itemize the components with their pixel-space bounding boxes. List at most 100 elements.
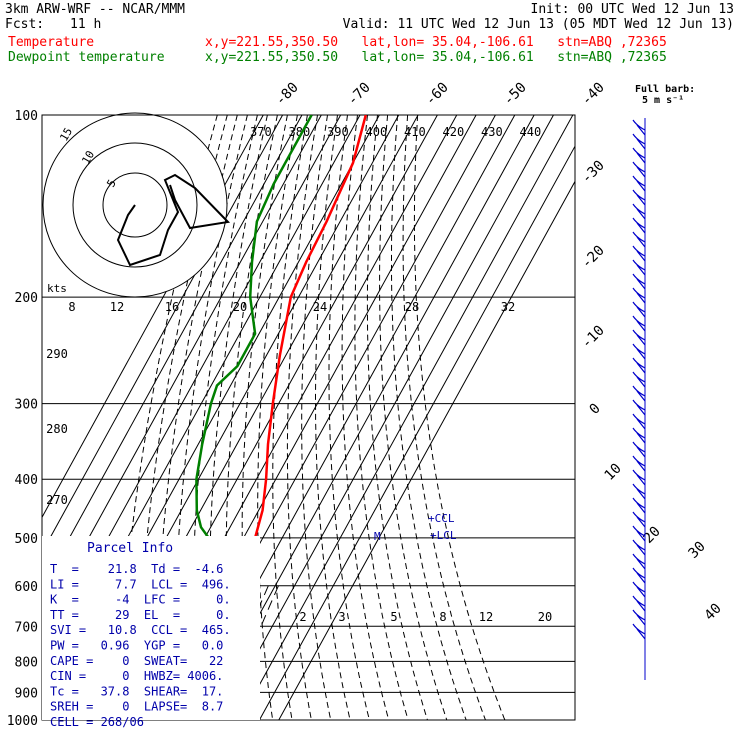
wind-barb xyxy=(632,175,646,192)
model-title: 3km ARW-WRF -- NCAR/MMM xyxy=(5,2,186,17)
wind-barb xyxy=(632,231,646,248)
wind-barb xyxy=(632,203,646,220)
dewpoint-info: x,y=221.55,350.50 lat,lon= 35.04,-106.61… xyxy=(205,50,667,65)
plot-frame xyxy=(41,114,576,721)
theta-label: 440 xyxy=(520,125,542,139)
temperature-axis-label: -30 xyxy=(579,158,608,187)
parcel-info-row: K = -4 LFC = 0. xyxy=(50,593,231,607)
ccl-marker: +CCL xyxy=(428,512,455,525)
parcel-info-title: Parcel Info xyxy=(87,541,173,556)
hodo-ring-middle xyxy=(72,142,198,268)
wind-barb xyxy=(632,441,646,458)
isotherm-line xyxy=(42,115,322,624)
temperature-legend: Temperature xyxy=(8,35,95,50)
dry-adiabat-line xyxy=(286,115,318,720)
hodograph-trace xyxy=(116,173,231,267)
temperature-axis-label: -70 xyxy=(345,80,374,109)
dry-adiabat-label: 270 xyxy=(46,493,68,507)
pressure-label: 700 xyxy=(15,620,38,635)
dry-adiabat-line xyxy=(366,115,429,720)
wind-barb xyxy=(632,483,646,500)
mixing-ratio-label: 3 xyxy=(338,610,345,624)
lcl-marker: +LCL xyxy=(430,529,457,542)
mixing-ratio-label: 8 xyxy=(68,300,75,314)
wind-barb xyxy=(632,595,646,612)
wind-barb xyxy=(632,371,646,388)
wind-barbs xyxy=(632,118,646,680)
wind-barb xyxy=(632,343,646,360)
m-marker: M xyxy=(374,530,381,543)
dry-adiabat-line xyxy=(413,115,506,720)
dry-adiabat-line xyxy=(272,115,308,720)
temperature-axis-label: 40 xyxy=(702,601,725,624)
isotherm-line xyxy=(239,115,574,720)
mixing-ratio-label: 24 xyxy=(313,300,327,314)
parcel-info-row: CELL = 268/06 xyxy=(50,715,144,729)
isotherm-line xyxy=(258,145,575,720)
wind-barb xyxy=(632,189,646,206)
dry-adiabat-line xyxy=(315,115,351,720)
wind-barb xyxy=(632,273,646,290)
mixing-ratio-label: 12 xyxy=(110,300,124,314)
parcel-info-row: CAPE = 0 SWEAT= 22 xyxy=(50,654,223,668)
mixing-ratio-label: 12 xyxy=(479,610,493,624)
wind-barb xyxy=(632,259,646,276)
dry-adiabat-label: 280 xyxy=(46,422,68,436)
temperature-axis-label: 30 xyxy=(686,539,709,562)
temperature-axis-label: -50 xyxy=(501,80,530,109)
wind-barb xyxy=(632,133,646,150)
init-time: Init: 00 UTC Wed 12 Jun 13 xyxy=(530,2,735,17)
isotherm-line xyxy=(220,115,554,720)
parcel-info-row: SVI = 10.8 CCL = 465. xyxy=(50,623,231,637)
theta-label: 420 xyxy=(443,125,465,139)
mixing-ratio-label: 16 xyxy=(165,300,179,314)
pressure-label: 900 xyxy=(15,686,38,701)
mixing-ratio-label: 28 xyxy=(405,300,419,314)
parcel-info-row: T = 21.8 Td = -4.6 xyxy=(50,562,223,576)
mixing-ratio-label: 5 xyxy=(390,610,397,624)
wind-barb xyxy=(632,161,646,178)
parcel-info-row: SREH = 0 LAPSE= 8.7 xyxy=(50,700,223,714)
wind-barb xyxy=(632,399,646,416)
wind-barb xyxy=(632,147,646,164)
temperature-info: x,y=221.55,350.50 lat,lon= 35.04,-106.61… xyxy=(205,35,667,50)
pressure-label: 800 xyxy=(15,655,38,670)
pressure-label: 1000 xyxy=(7,714,38,729)
wind-barb xyxy=(632,525,646,542)
parcel-info-row: LI = 7.7 LCL = 496. xyxy=(50,577,231,591)
forecast-label: Fcst: xyxy=(5,17,45,32)
pressure-label: 600 xyxy=(15,580,38,595)
mixing-ratio-label: 32 xyxy=(501,300,515,314)
hodo-ring-label-15: 15 xyxy=(57,126,75,144)
barb-legend-line1: Full barb: xyxy=(635,84,695,95)
wind-barb xyxy=(632,455,646,472)
mixing-ratio-label: 2 xyxy=(299,610,306,624)
wind-barb xyxy=(632,609,646,626)
wind-barb xyxy=(632,301,646,318)
wind-barb xyxy=(632,357,646,374)
theta-label: 430 xyxy=(481,125,503,139)
dry-adiabat-line xyxy=(391,115,467,720)
dry-adiabat-line xyxy=(379,115,448,720)
hodo-ring-label-10: 10 xyxy=(79,149,97,167)
dry-adiabat-line xyxy=(301,115,332,720)
wind-barb xyxy=(632,427,646,444)
temperature-axis-label: -40 xyxy=(579,80,608,109)
parcel-info-row: Tc = 37.8 SHEAR= 17. xyxy=(50,684,223,698)
temperature-axis-label: -80 xyxy=(273,80,302,109)
valid-time: Valid: 11 UTC Wed 12 Jun 13 (05 MDT Wed … xyxy=(342,17,734,32)
barb-legend-line2: 5 m s⁻¹ xyxy=(642,95,684,106)
dry-adiabat-line xyxy=(341,115,390,720)
theta-label: 400 xyxy=(366,125,388,139)
wind-barb xyxy=(632,329,646,346)
parcel-info-row: CIN = 0 HWBZ= 4006. xyxy=(50,669,223,683)
isotherm-line xyxy=(42,115,303,589)
wind-barb xyxy=(632,553,646,570)
isotherm-line xyxy=(278,180,575,720)
pressure-label: 200 xyxy=(15,291,38,306)
mixing-ratio-line xyxy=(220,585,279,720)
forecast-hour: 11 h xyxy=(70,17,102,32)
wind-barb xyxy=(632,413,646,430)
temperature-axis-label: -20 xyxy=(579,243,608,272)
pressure-label: 400 xyxy=(15,473,38,488)
